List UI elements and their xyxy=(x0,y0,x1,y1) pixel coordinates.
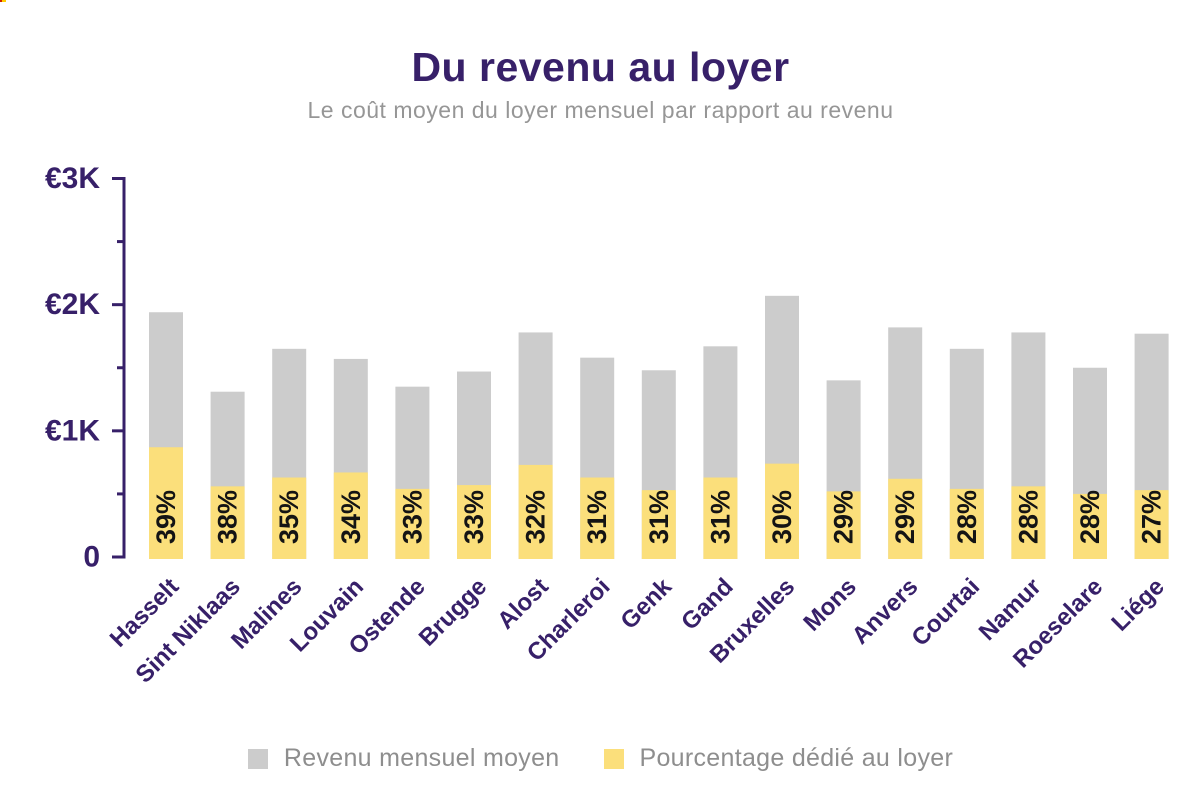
bar-rent-courtai xyxy=(949,488,984,559)
bar-rent-malines xyxy=(272,477,307,559)
chart-legend: Revenu mensuel moyen Pourcentage dédié a… xyxy=(0,744,1201,773)
pct-label-ostende: 33% xyxy=(397,490,427,544)
bar-rent-anvers xyxy=(888,478,923,559)
bar-rent-hasselt xyxy=(149,447,183,559)
bar-rent-mons xyxy=(826,491,861,559)
corner-artifact xyxy=(0,0,6,2)
legend-label-revenue: Revenu mensuel moyen xyxy=(283,744,560,772)
bar-rent-brugge xyxy=(457,485,491,559)
bar-rent-roeselare xyxy=(1073,493,1107,559)
pct-label-alost: 32% xyxy=(521,490,551,544)
y-tick-label: €3K xyxy=(45,162,100,195)
bar-rent-charleroi xyxy=(580,477,615,559)
revenue-swatch-icon xyxy=(247,748,268,769)
pct-label-charleroi: 31% xyxy=(582,490,612,544)
legend-item-rent: Pourcentage dédié au loyer xyxy=(603,744,954,773)
bar-percentage-labels: 39% 38% 35% 34% 33% 33% 32% 31% 31% 31% 30% 29% 29% 2… xyxy=(151,490,1167,544)
pct-label-li-ge: 27% xyxy=(1137,490,1167,544)
legend-item-revenue: Revenu mensuel moyen xyxy=(247,744,560,773)
x-label-li-ge: Liége xyxy=(1106,573,1169,636)
pct-label-roeselare: 28% xyxy=(1075,490,1105,544)
x-label-genk: Genk xyxy=(616,573,678,635)
pct-label-louvain: 34% xyxy=(336,490,366,544)
bar-rent-gand xyxy=(703,477,738,559)
y-axis: 0 €1K €2K €3K xyxy=(45,162,126,574)
bar-rent-louvain xyxy=(333,472,368,559)
pct-label-sint-niklaas: 38% xyxy=(213,490,243,544)
bars-group xyxy=(149,295,1169,559)
chart-subtitle: Le coût moyen du loyer mensuel par rappo… xyxy=(307,97,894,123)
pct-label-malines: 35% xyxy=(274,490,304,544)
bar-rent-namur xyxy=(1011,486,1046,559)
pct-label-hasselt: 39% xyxy=(151,490,181,544)
pct-label-brugge: 33% xyxy=(459,490,489,544)
bar-rent-alost xyxy=(518,464,553,559)
pct-label-anvers: 29% xyxy=(890,490,920,544)
bar-rent-genk xyxy=(641,490,676,559)
x-label-brugge: Brugge xyxy=(414,573,492,651)
chart-title: Du revenu au loyer xyxy=(411,44,790,90)
legend-label-rent: Pourcentage dédié au loyer xyxy=(639,744,954,772)
y-tick-label: 0 xyxy=(83,541,100,574)
bar-rent-li-ge xyxy=(1134,490,1169,559)
y-tick-label: €2K xyxy=(45,288,100,321)
bar-rent-sint-niklaas xyxy=(210,486,245,559)
pct-label-gand: 31% xyxy=(705,490,735,544)
x-label-courtai: Courtai xyxy=(907,573,985,651)
pct-label-courtai: 28% xyxy=(952,490,982,544)
pct-label-bruxelles: 30% xyxy=(767,490,797,544)
y-tick-label: €1K xyxy=(45,414,100,447)
pct-label-genk: 31% xyxy=(644,490,674,544)
rent-swatch-icon xyxy=(603,748,624,769)
pct-label-namur: 28% xyxy=(1013,490,1043,544)
bar-rent-ostende xyxy=(395,488,430,559)
pct-label-mons: 29% xyxy=(829,490,859,544)
bar-rent-bruxelles xyxy=(765,463,799,559)
